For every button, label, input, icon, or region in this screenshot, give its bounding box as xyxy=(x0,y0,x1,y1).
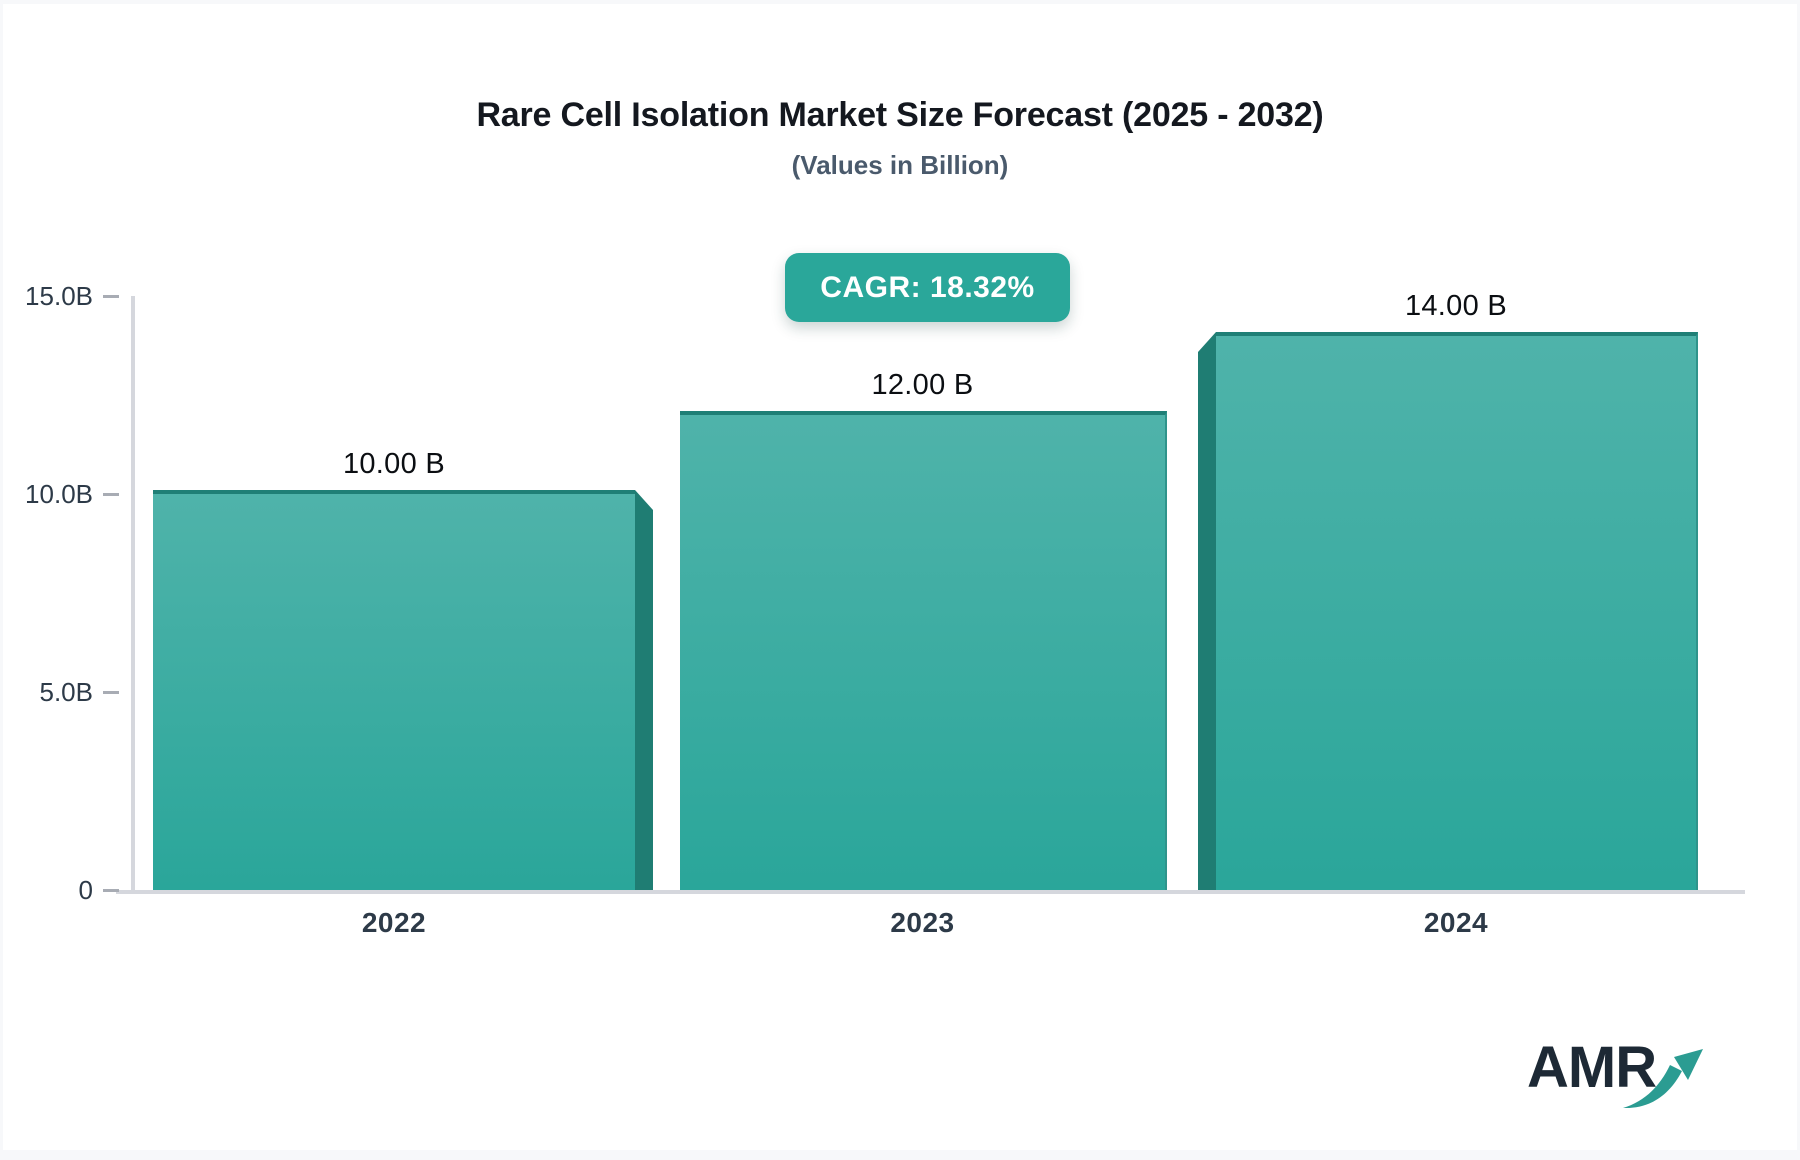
chart-plot-area: 15.0B 10.0B 5.0B 0 10.00 B 2022 12.00 B 2023 14.… xyxy=(3,4,1800,1160)
bar-3d-edge xyxy=(1198,332,1216,890)
bar-value-label: 12.00 B xyxy=(871,369,974,401)
y-axis-tick-dash xyxy=(103,889,119,892)
amr-logo-text: AMR xyxy=(1527,1035,1657,1100)
x-axis-line xyxy=(116,890,1745,894)
bar-3d-edge xyxy=(635,490,653,890)
y-axis-tick-label: 0 xyxy=(78,875,93,905)
growth-arrow-icon xyxy=(1623,1049,1703,1109)
y-axis-tick-label: 15.0B xyxy=(25,281,93,311)
x-axis-label: 2022 xyxy=(361,907,427,938)
y-axis-tick-dash xyxy=(103,493,119,496)
bar xyxy=(680,411,1167,890)
y-axis-tick-label: 10.0B xyxy=(25,479,93,509)
bar-value-label: 14.00 B xyxy=(1404,290,1508,322)
bar xyxy=(153,490,635,890)
x-axis-label: 2023 xyxy=(890,907,955,938)
bar-value-label: 10.00 B xyxy=(342,448,446,480)
chart-title: Rare Cell Isolation Market Size Forecast… xyxy=(476,96,1324,134)
amr-logo: AMR xyxy=(1527,1034,1727,1118)
x-axis-label: 2024 xyxy=(1423,907,1489,938)
y-axis-line xyxy=(131,296,135,890)
bar xyxy=(1216,332,1698,890)
chart-subtitle: (Values in Billion) xyxy=(791,150,1009,180)
chart-card: Rare Cell Isolation Market Size Forecast… xyxy=(3,4,1797,1150)
y-axis-tick-dash xyxy=(103,295,119,298)
cagr-badge: CAGR: 18.32% xyxy=(785,253,1070,322)
y-axis-tick-label: 5.0B xyxy=(39,677,94,707)
y-axis-tick-dash xyxy=(103,691,119,694)
